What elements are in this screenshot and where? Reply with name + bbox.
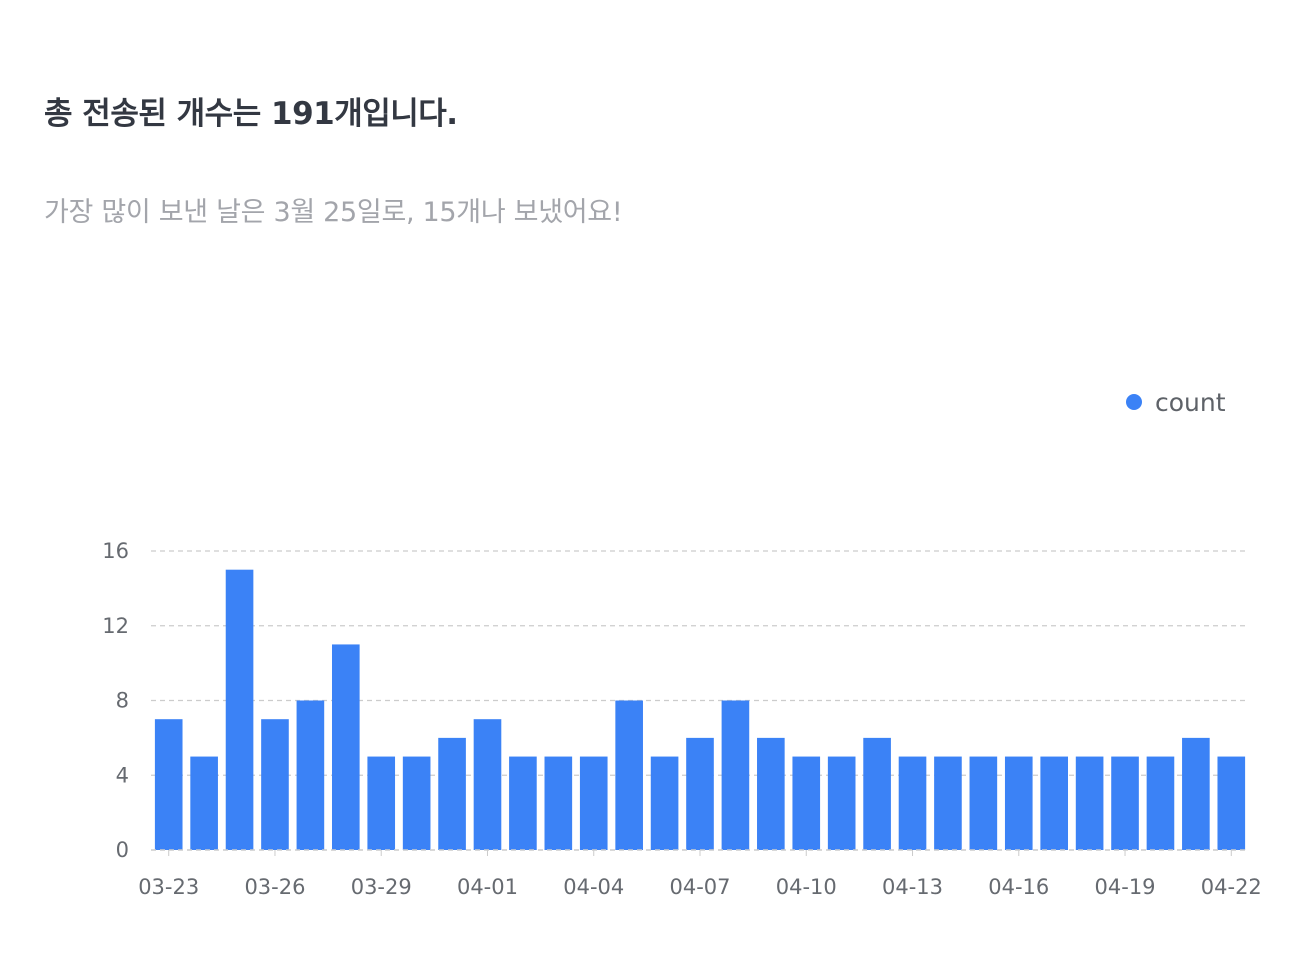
bar-03-29: [367, 756, 396, 850]
x-tick-label-04-01: 04-01: [457, 875, 518, 899]
bar-03-28: [331, 644, 360, 850]
bar-04-05: [615, 700, 643, 850]
bar-04-15: [969, 756, 998, 850]
x-tick-label-04-19: 04-19: [1095, 875, 1156, 899]
x-axis: 03-23 03-26 03-29 04-01 04-04 04-07 04-10 04-13…: [138, 849, 1262, 899]
bar-04-16: [1004, 756, 1033, 850]
x-tick-label-03-26: 03-26: [244, 875, 305, 899]
x-tick-label-04-07: 04-07: [669, 875, 730, 899]
bar-04-18: [1075, 756, 1104, 850]
bar-04-03: [544, 756, 573, 850]
y-tick-label-16: 16: [102, 539, 129, 563]
bar-04-19: [1111, 756, 1139, 850]
y-tick-label-8: 8: [116, 689, 129, 713]
bar-04-07: [686, 737, 714, 850]
bar-04-17: [1040, 756, 1069, 850]
x-tick-label-04-16: 04-16: [988, 875, 1049, 899]
bar-04-09: [757, 737, 785, 850]
bar-03-31: [438, 737, 466, 850]
x-tick-label-03-23: 03-23: [138, 875, 199, 899]
bar-04-12: [863, 737, 891, 850]
bar-04-02: [509, 756, 537, 850]
bar-03-27: [296, 700, 325, 850]
bar-04-04: [579, 756, 608, 850]
legend-marker-count: [1126, 394, 1142, 410]
bar-03-26: [261, 719, 289, 850]
bar-03-24: [190, 756, 218, 850]
bar-04-11: [827, 756, 856, 850]
legend[interactable]: count: [1126, 388, 1226, 417]
bar-03-23: [154, 719, 183, 850]
summary-subtitle: 가장 많이 보낸 날은 3월 25일로, 15개나 보냈어요!: [44, 197, 623, 228]
bar-04-13: [898, 756, 927, 850]
bar-04-20: [1146, 756, 1175, 850]
summary-title: 총 전송된 개수는 191개입니다.: [44, 96, 458, 132]
bar-03-30: [402, 756, 431, 850]
bars: [154, 569, 1246, 850]
bar-04-21: [1182, 737, 1210, 850]
y-axis: 0 4 8 12 16: [102, 539, 129, 862]
bar-04-14: [934, 756, 962, 850]
y-tick-label-0: 0: [116, 838, 129, 862]
x-tick-label-03-29: 03-29: [351, 875, 412, 899]
bar-04-10: [792, 756, 821, 850]
bar-03-25: [225, 569, 254, 850]
y-tick-label-12: 12: [102, 614, 129, 638]
bar-04-08: [721, 700, 750, 850]
x-tick-label-04-22: 04-22: [1201, 875, 1262, 899]
bar-04-06: [650, 756, 679, 850]
legend-label-count: count: [1155, 388, 1226, 417]
x-tick-label-04-10: 04-10: [776, 875, 837, 899]
bar-04-01: [473, 719, 502, 850]
x-tick-label-04-13: 04-13: [882, 875, 943, 899]
y-tick-label-4: 4: [116, 763, 129, 787]
bar-04-22: [1217, 756, 1246, 850]
x-tick-label-04-04: 04-04: [563, 875, 624, 899]
